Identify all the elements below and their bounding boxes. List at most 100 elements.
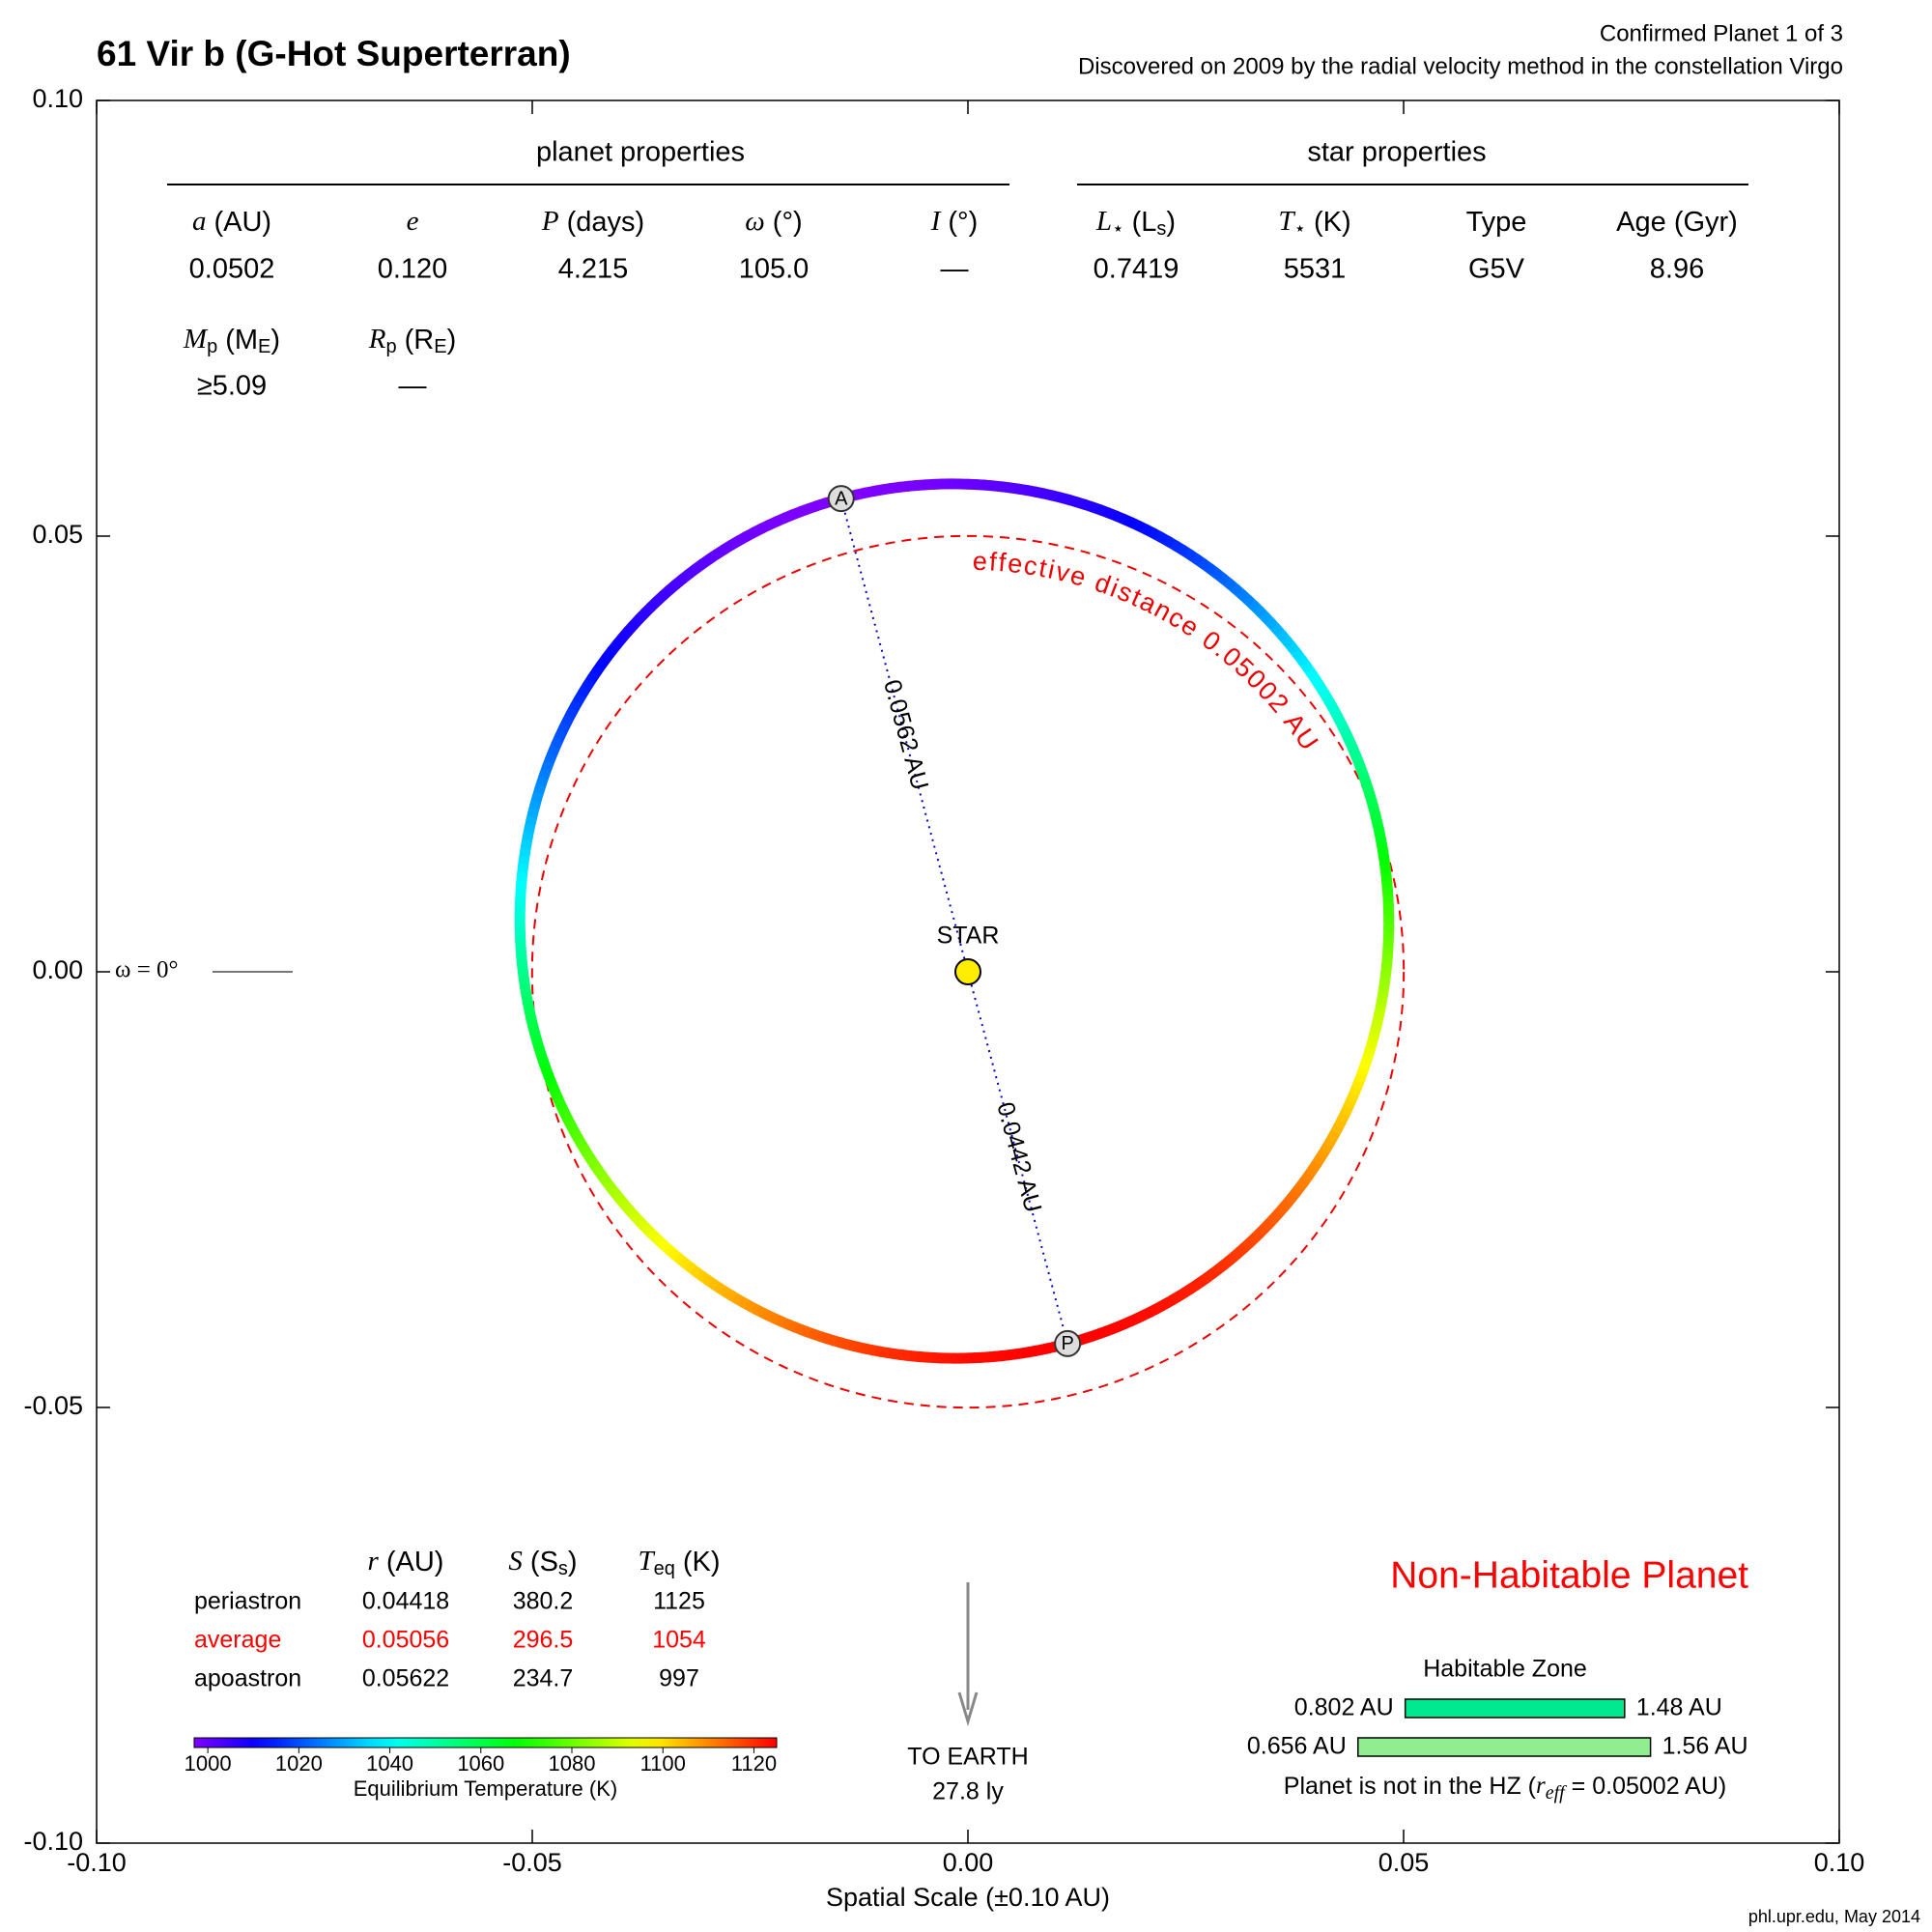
subtitle: Confirmed Planet 1 of 3: [1600, 20, 1843, 46]
effective-distance-text: effective distance 0.05002 AU: [972, 547, 1325, 758]
hz-note-suffix: = 0.05002 AU): [1565, 1773, 1726, 1800]
header-symbol: I: [930, 206, 942, 237]
y-tick-label: 0.10: [32, 84, 83, 113]
chart-title: 61 Vir b (G-Hot Superterran): [97, 34, 571, 73]
subtitle: Discovered on 2009 by the radial velocit…: [1078, 53, 1843, 79]
header-symbol: T: [1278, 206, 1295, 237]
star: [954, 958, 981, 985]
habitability-status: Non-Habitable Planet: [1390, 1554, 1748, 1596]
hz-label: 1.48 AU: [1636, 1694, 1722, 1721]
colorbar-tick-label: 1040: [366, 1751, 413, 1776]
omega-reference-label: ω = 0°: [115, 957, 179, 983]
column-header: L⋆ (Ls): [1095, 206, 1176, 241]
header-unit: (S: [530, 1547, 558, 1577]
column-header: r (AU): [368, 1546, 444, 1577]
header-unit: (°): [773, 207, 803, 238]
column-header: S (Ss): [508, 1546, 577, 1580]
header-unit: (L: [1132, 207, 1157, 238]
column-header: Rp (RE): [368, 324, 456, 358]
colorbar-tick-label: 1060: [457, 1751, 504, 1776]
colorbar-tick-label: 1020: [275, 1751, 323, 1776]
header-symbol: R: [368, 324, 386, 355]
table-cell: 1125: [653, 1588, 705, 1615]
table-cell: 296.5: [513, 1627, 574, 1654]
header-symbol-sub: p: [385, 336, 396, 357]
table-cell: 0.04418: [362, 1588, 449, 1615]
property-value: 4.215: [558, 254, 629, 285]
property-value: 5531: [1284, 254, 1347, 285]
star-label: STAR: [937, 923, 1000, 950]
header-unit-end: ): [447, 325, 457, 355]
property-value: 0.120: [378, 254, 448, 285]
property-value: 105.0: [739, 254, 810, 285]
x-tick-label: 0.00: [943, 1848, 994, 1877]
header-symbol-sub: eq: [654, 1558, 675, 1579]
header-unit-sub: s: [1156, 218, 1166, 240]
row-label: apoastron: [194, 1665, 301, 1692]
property-value: G5V: [1468, 254, 1525, 285]
property-value: 0.7419: [1094, 254, 1179, 285]
y-tick-label: -0.10: [23, 1827, 83, 1856]
table-cell: 0.05056: [362, 1627, 449, 1654]
hz-bar: [1404, 1698, 1626, 1719]
hz-label: 0.656 AU: [1247, 1733, 1347, 1760]
header-unit: (M: [225, 325, 258, 355]
row-label: periastron: [194, 1588, 301, 1615]
header-unit: Age (Gyr): [1616, 207, 1738, 238]
colorbar-tick-label: 1080: [549, 1751, 596, 1776]
header-symbol-sub: p: [207, 336, 217, 357]
effective-distance-label: effective distance 0.05002 AU: [972, 547, 1322, 758]
hz-label: 1.56 AU: [1662, 1733, 1748, 1760]
column-header: I (°): [930, 206, 979, 238]
column-header: Teq (K): [638, 1546, 720, 1580]
header-unit: (R: [405, 325, 435, 355]
section-title: planet properties: [536, 137, 745, 168]
hz-bar: [1357, 1737, 1652, 1757]
header-unit-sub: E: [434, 336, 446, 357]
x-tick-label: 0.10: [1814, 1848, 1865, 1877]
header-symbol-sub: ⋆: [1112, 218, 1124, 240]
header-symbol: L: [1095, 206, 1112, 237]
column-header: T⋆ (K): [1278, 206, 1350, 241]
header-symbol: ω: [745, 206, 764, 237]
earth-label: TO EARTH: [907, 1744, 1029, 1771]
header-symbol: a: [192, 206, 207, 237]
header-symbol: M: [183, 324, 209, 355]
effective-distance-circle: [530, 534, 1406, 1409]
header-unit: (days): [567, 207, 645, 238]
colorbar-tick-label: 1120: [731, 1751, 777, 1776]
column-header: ω (°): [745, 206, 802, 238]
header-symbol: S: [508, 1546, 523, 1577]
table-cell: 1054: [652, 1627, 706, 1654]
x-tick-label: -0.10: [67, 1848, 127, 1877]
column-header: e: [407, 206, 419, 237]
hz-note-sub: eff: [1546, 1782, 1567, 1804]
table-cell: 0.05622: [362, 1665, 449, 1692]
apoastron-distance: 0.0562 AU: [878, 677, 933, 793]
property-value: —: [941, 254, 969, 285]
header-unit-sub: E: [258, 336, 270, 357]
header-symbol: r: [368, 1546, 380, 1577]
property-value: 0.0502: [189, 254, 275, 285]
header-unit: (AU): [213, 207, 271, 238]
apoastron-marker-label: A: [835, 488, 848, 509]
credit: phl.upr.edu, May 2014: [1748, 1907, 1920, 1926]
header-unit: (K): [1314, 207, 1351, 238]
column-header: Type: [1466, 207, 1527, 238]
column-header: Age (Gyr): [1616, 207, 1738, 238]
header-unit: Type: [1466, 207, 1527, 238]
hz-label: 0.802 AU: [1294, 1694, 1394, 1721]
row-label: average: [194, 1627, 281, 1654]
header-unit-end: ): [1166, 207, 1176, 238]
header-symbol: P: [541, 206, 559, 237]
column-header: a (AU): [192, 206, 271, 238]
table-cell: 380.2: [513, 1588, 574, 1615]
periastron-distance: 0.0442 AU: [991, 1099, 1046, 1215]
table-cell: 997: [659, 1665, 699, 1692]
colorbar: [193, 1737, 778, 1748]
column-header: Mp (ME): [183, 324, 280, 358]
earth-distance: 27.8 ly: [932, 1778, 1004, 1805]
header-unit-sub: s: [558, 1558, 568, 1579]
header-symbol-sub: ⋆: [1293, 218, 1306, 240]
